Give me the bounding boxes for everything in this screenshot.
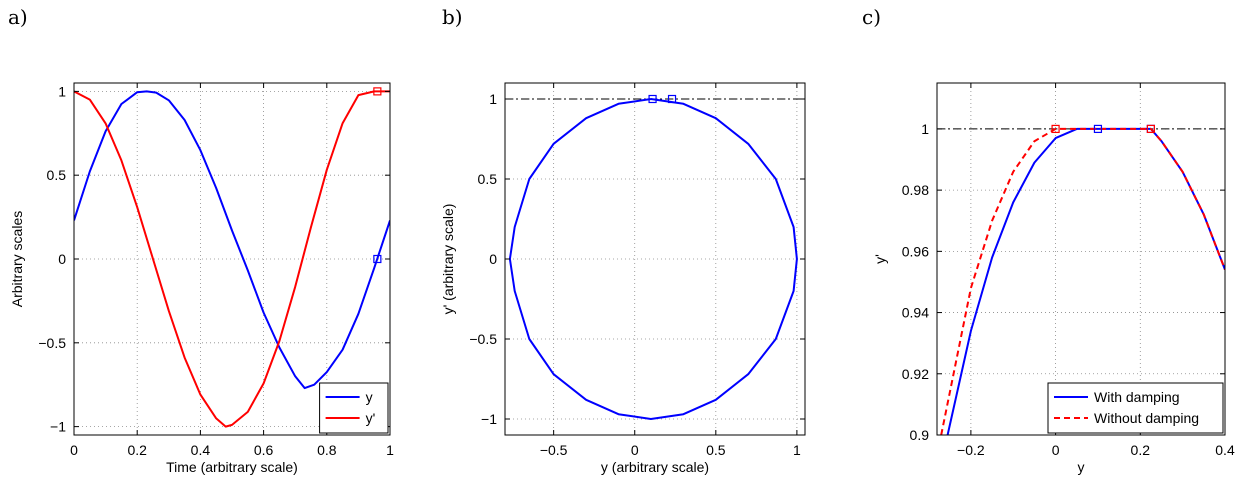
y-tick-label: 1 xyxy=(921,121,929,137)
series-line-1 xyxy=(74,90,390,390)
series-group xyxy=(508,98,798,420)
panel-label-c: c) xyxy=(862,5,881,29)
marker-2 xyxy=(667,94,677,104)
x-tick-label: 0 xyxy=(70,442,78,458)
y-tick-label: 0.92 xyxy=(902,366,929,382)
y-tick-label: −1 xyxy=(50,419,66,435)
x-tick-label: 0.6 xyxy=(254,442,274,458)
legend-box xyxy=(1047,382,1224,434)
y-tick-label: 0.9 xyxy=(910,427,930,443)
y-axis-label: y' (arbitrary scale) xyxy=(440,204,456,315)
x-tick-label: 0.5 xyxy=(706,442,726,458)
y-tick-label: 0.5 xyxy=(478,171,498,187)
y-tick-label: −1 xyxy=(481,411,497,427)
marker-1 xyxy=(1051,124,1060,134)
chart-panel-1: 0 0.2 0.4 0.6 0.8 1 −1 −0.5 0 0.5 1 Time (arbitrary… xyxy=(9,82,394,475)
legend: With damping Without damping xyxy=(1047,382,1224,434)
y-tick-label: −0.5 xyxy=(38,335,66,351)
legend-label: With damping xyxy=(1094,389,1180,405)
y-tick-label: 1 xyxy=(58,83,66,99)
legend-label: y xyxy=(366,389,373,405)
series-line-2 xyxy=(74,90,390,428)
legend-label: y' xyxy=(366,410,376,426)
marker-1 xyxy=(648,94,657,104)
y-tick-label: 0.94 xyxy=(902,305,929,321)
legend: y y' xyxy=(319,382,389,434)
series-group xyxy=(74,90,390,428)
x-tick-label: 0.4 xyxy=(191,442,211,458)
x-axis-label: y (arbitrary scale) xyxy=(601,459,709,475)
y-tick-label: 1 xyxy=(489,91,497,107)
x-tick-label: 0.4 xyxy=(1215,442,1235,458)
chart-panel-2: −0.5 0 0.5 1 −1 −0.5 0 0.5 1 y (arbitrary scale) y… xyxy=(440,82,806,475)
marker-1 xyxy=(373,254,382,264)
legend-label: Without damping xyxy=(1094,410,1199,426)
x-tick-label: 0 xyxy=(1052,442,1060,458)
y-tick-label: 0 xyxy=(58,251,66,267)
legend-box xyxy=(319,382,389,434)
chart-panel-3: −0.2 0 0.2 0.4 0.9 0.92 0.94 0.96 0.98 1 y y' With d… xyxy=(872,82,1235,475)
x-tick-label: 0.2 xyxy=(1131,442,1151,458)
x-tick-label: 1 xyxy=(793,442,801,458)
x-tick-label: 0.8 xyxy=(317,442,337,458)
x-axis-label: Time (arbitrary scale) xyxy=(166,459,298,475)
x-tick-label: 1 xyxy=(386,442,394,458)
y-tick-label: −0.5 xyxy=(469,331,497,347)
y-axis-label: Arbitrary scales xyxy=(9,211,25,307)
marker-2 xyxy=(1093,124,1103,134)
y-axis-label: y' xyxy=(872,254,888,264)
panel-label-a: a) xyxy=(8,5,28,29)
y-tick-label: 0.98 xyxy=(902,182,929,198)
marker-2 xyxy=(373,87,382,96)
y-tick-label: 0.5 xyxy=(47,167,67,183)
series-line-2 xyxy=(940,127,1225,435)
x-tick-label: 0.2 xyxy=(127,442,147,458)
panel-label-b: b) xyxy=(442,5,463,29)
y-tick-label: 0 xyxy=(489,251,497,267)
x-tick-label: −0.5 xyxy=(540,442,568,458)
axes-frame xyxy=(936,82,1226,436)
x-tick-label: 0 xyxy=(631,442,639,458)
x-tick-label: −0.2 xyxy=(957,442,985,458)
x-axis-label: y xyxy=(1078,459,1085,475)
y-tick-label: 0.96 xyxy=(902,243,929,259)
series-line-1 xyxy=(508,98,798,420)
marker-4 xyxy=(1146,124,1155,134)
series-group xyxy=(940,127,1225,435)
